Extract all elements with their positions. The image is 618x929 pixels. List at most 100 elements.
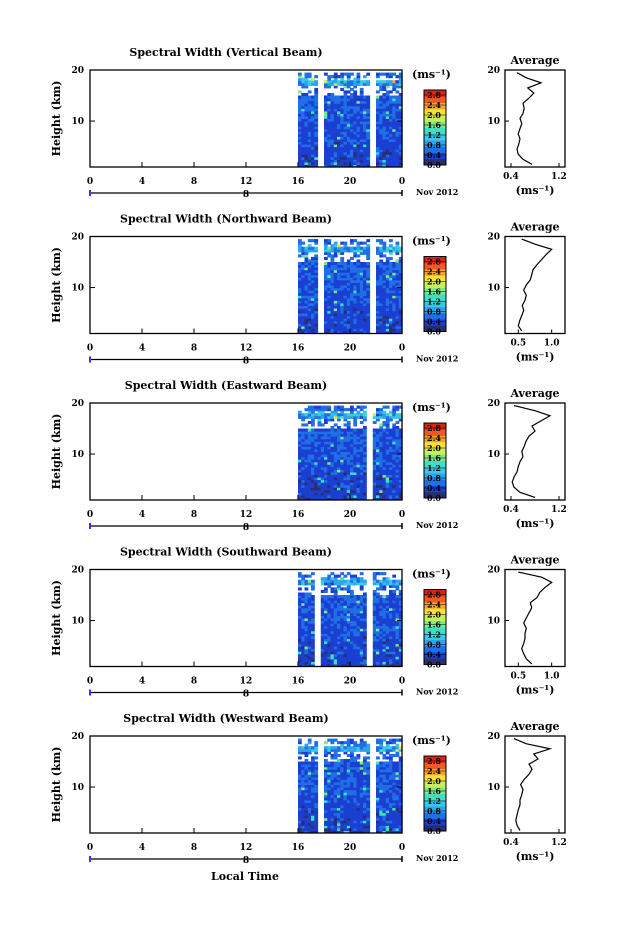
heatmap-cell <box>366 771 371 775</box>
heatmap-cell <box>337 474 341 478</box>
heatmap-cell <box>389 413 393 417</box>
heatmap-cell <box>392 128 397 132</box>
heatmap-cell <box>301 779 306 783</box>
heatmap-cell <box>395 605 400 609</box>
heatmap-cell <box>333 479 338 483</box>
heatmap-cell <box>382 620 387 624</box>
heatmap-cell <box>301 820 306 824</box>
heatmap-cell <box>314 477 319 481</box>
heatmap-cell <box>327 295 332 299</box>
heatmap-cell <box>298 246 302 250</box>
heatmap-cell <box>395 804 400 808</box>
heatmap-cell <box>307 295 312 299</box>
heatmap-cell <box>363 610 367 614</box>
heatmap-cell <box>385 797 390 801</box>
heatmap-cell <box>363 133 367 137</box>
heatmap-cell <box>385 802 390 806</box>
heatmap-cell <box>395 471 400 475</box>
heatmap-cell <box>379 784 384 788</box>
heatmap-cell <box>395 597 400 601</box>
heatmap-cell <box>363 315 367 319</box>
heatmap-cell <box>398 812 403 816</box>
heatmap-cell <box>395 784 400 788</box>
heatmap-cell <box>304 262 309 266</box>
heatmap-cell <box>389 630 393 634</box>
heatmap-cell <box>330 108 335 112</box>
heatmap-cell <box>343 658 348 662</box>
heatmap-cell <box>382 484 387 488</box>
heatmap-cell <box>311 315 315 319</box>
heatmap-cell <box>395 618 400 622</box>
heatmap-cell <box>382 492 387 496</box>
heatmap-cell <box>385 136 390 140</box>
heatmap-cell <box>385 113 390 117</box>
profile-x-axis-label: (ms⁻¹) <box>516 684 555 697</box>
heatmap-cell <box>392 446 397 450</box>
heatmap-cell <box>389 72 393 76</box>
heatmap-cell <box>350 103 354 107</box>
heatmap-cell <box>366 769 371 773</box>
heatmap-cell <box>356 484 361 488</box>
heatmap-cell <box>337 418 341 422</box>
heatmap-cell <box>337 764 341 768</box>
colorbar-swatch <box>424 115 446 122</box>
heatmap-cell <box>311 330 315 334</box>
heatmap-cell <box>385 746 390 750</box>
heatmap-cell <box>337 651 341 655</box>
heatmap-cell <box>392 497 397 501</box>
heatmap-cell <box>398 489 403 493</box>
heatmap-cell <box>330 766 335 770</box>
heatmap-cell <box>317 436 322 440</box>
heatmap-cell <box>376 297 380 301</box>
heatmap-cell <box>350 643 354 647</box>
date-label: Nov 2012 <box>416 354 458 364</box>
heatmap-cell <box>304 610 309 614</box>
heatmap-cell <box>350 272 354 276</box>
heatmap-cell <box>398 141 403 145</box>
heatmap-cell <box>346 753 351 757</box>
heatmap-cell <box>324 433 328 437</box>
heatmap-cell <box>346 95 351 99</box>
heatmap-cell <box>350 764 354 768</box>
colorbar-tick-label: 1.2 <box>427 297 441 307</box>
heatmap-cell <box>398 310 403 314</box>
heatmap-cell <box>376 305 380 309</box>
heatmap-cell <box>353 610 358 614</box>
heatmap-cell <box>382 797 387 801</box>
heatmap-cell <box>298 443 302 447</box>
heatmap-cell <box>385 287 390 291</box>
heatmap-cell <box>392 110 397 114</box>
heatmap-cell <box>350 766 354 770</box>
heatmap-cell <box>366 156 371 160</box>
heatmap-cell <box>392 264 397 268</box>
profile-title: Average <box>509 387 559 400</box>
heatmap-cell <box>298 784 302 788</box>
heatmap-cell <box>298 118 302 122</box>
heatmap-cell <box>324 825 328 829</box>
heatmap-cell <box>366 302 371 306</box>
heatmap-cell <box>343 610 348 614</box>
heatmap-cell <box>356 492 361 496</box>
heatmap-cell <box>333 154 338 158</box>
heatmap-cell <box>356 646 361 650</box>
heatmap-cell <box>366 161 371 165</box>
heatmap-cell <box>382 487 387 491</box>
colorbar-tick-label: 2.8 <box>427 90 441 100</box>
heatmap-cell <box>382 131 387 135</box>
heatmap-cell <box>317 431 322 435</box>
colorbar-tick-label: 2.0 <box>427 110 441 120</box>
heatmap-cell <box>327 154 332 158</box>
heatmap-cell <box>330 484 335 488</box>
heatmap-cell <box>301 308 306 312</box>
heatmap-cell <box>363 492 367 496</box>
heatmap-cell <box>379 474 384 478</box>
heatmap-cell <box>298 648 302 652</box>
heatmap-cell <box>333 330 338 334</box>
heatmap-cell <box>343 274 348 278</box>
heatmap-cell <box>301 93 306 97</box>
heatmap-cell <box>327 792 332 796</box>
heatmap-cell <box>330 436 335 440</box>
heatmap-cell <box>398 454 403 458</box>
heatmap-cell <box>395 489 400 493</box>
heatmap-cell <box>311 428 315 432</box>
